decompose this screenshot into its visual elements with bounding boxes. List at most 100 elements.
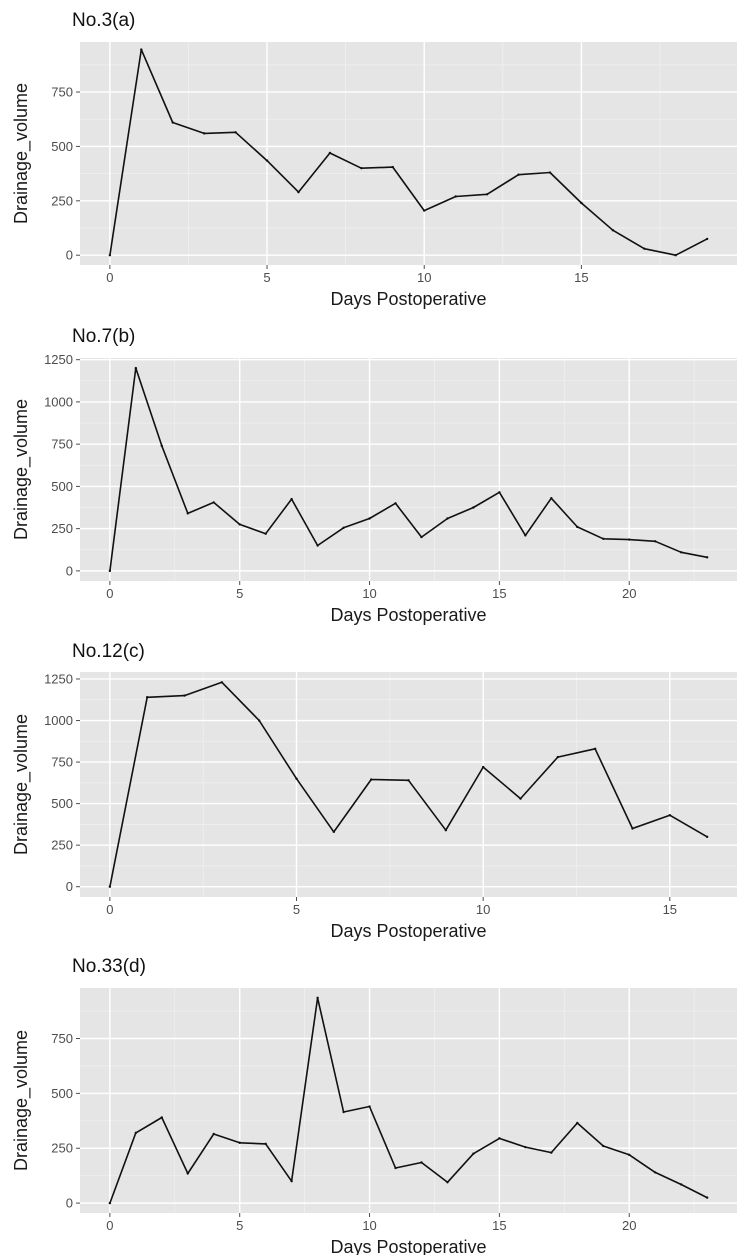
y-tick-label: 0 xyxy=(66,563,73,578)
data-point xyxy=(220,681,224,684)
data-point xyxy=(290,1179,293,1183)
data-point xyxy=(472,1152,475,1155)
data-point xyxy=(108,569,112,573)
x-axis-title: Days Postoperative xyxy=(330,605,486,625)
data-point xyxy=(602,1144,605,1148)
y-tick-label: 0 xyxy=(66,1196,73,1211)
data-point xyxy=(171,121,174,124)
y-tick-label: 500 xyxy=(51,1086,73,1101)
data-point xyxy=(556,755,560,759)
x-tick-label: 10 xyxy=(476,902,490,917)
data-point xyxy=(550,497,553,500)
y-tick-label: 500 xyxy=(51,479,73,494)
data-point xyxy=(705,1196,709,1199)
data-point xyxy=(423,209,426,212)
x-tick-label: 5 xyxy=(236,586,243,601)
x-axis-title: Days Postoperative xyxy=(330,289,486,309)
x-tick-label: 5 xyxy=(293,902,300,917)
data-point xyxy=(550,1151,553,1154)
data-point xyxy=(145,696,149,699)
data-point xyxy=(446,1181,449,1184)
data-point xyxy=(186,512,189,515)
data-point xyxy=(705,835,709,839)
chart-title: No.7(b) xyxy=(72,326,135,347)
x-axis-title: Days Postoperative xyxy=(330,1237,486,1255)
data-point xyxy=(485,193,489,196)
data-point xyxy=(360,166,363,170)
data-point xyxy=(186,1172,189,1175)
data-point xyxy=(576,525,579,529)
data-point xyxy=(328,151,332,155)
data-point xyxy=(212,1132,215,1136)
data-point xyxy=(653,540,657,543)
data-point xyxy=(264,1142,267,1146)
data-point xyxy=(498,1137,501,1140)
data-point xyxy=(444,828,448,832)
data-point xyxy=(576,1121,579,1125)
data-point xyxy=(160,444,164,448)
x-tick-label: 20 xyxy=(622,586,636,601)
data-point xyxy=(202,132,206,135)
data-point xyxy=(183,694,186,697)
x-tick-label: 0 xyxy=(106,586,113,601)
data-point xyxy=(420,535,423,539)
data-point xyxy=(407,779,410,782)
data-point xyxy=(257,719,261,722)
data-point xyxy=(631,827,634,830)
x-tick-label: 15 xyxy=(574,270,588,285)
x-tick-label: 0 xyxy=(106,902,113,917)
data-point xyxy=(524,534,527,537)
y-tick-label: 750 xyxy=(51,437,73,452)
data-point xyxy=(524,1145,527,1149)
data-point xyxy=(212,501,215,504)
y-tick-label: 750 xyxy=(51,1031,73,1046)
y-tick-label: 250 xyxy=(51,838,73,853)
drainage-volume-line xyxy=(109,367,708,572)
y-axis-title: Drainage_volume xyxy=(11,714,32,855)
plot-background xyxy=(80,672,737,897)
x-axis-title: Days Postoperative xyxy=(330,921,486,941)
data-point xyxy=(674,254,677,257)
x-tick-label: 10 xyxy=(362,1218,376,1233)
y-tick-label: 0 xyxy=(66,248,73,263)
x-tick-label: 15 xyxy=(492,1218,506,1233)
x-tick-label: 5 xyxy=(263,270,270,285)
y-axis-title: Drainage_volume xyxy=(11,83,32,224)
data-point xyxy=(668,814,672,817)
y-tick-label: 0 xyxy=(66,879,73,894)
plot-background xyxy=(80,988,737,1213)
data-point xyxy=(602,537,605,540)
data-point xyxy=(705,237,709,241)
data-point xyxy=(264,532,267,535)
y-tick-label: 250 xyxy=(51,521,73,536)
data-point xyxy=(628,538,631,541)
data-point xyxy=(394,1166,397,1170)
chart-title: No.3(a) xyxy=(72,10,135,31)
data-point xyxy=(548,171,552,174)
data-point xyxy=(342,1110,345,1114)
x-tick-label: 15 xyxy=(663,902,677,917)
data-point xyxy=(140,48,143,51)
data-point xyxy=(238,523,241,526)
data-point xyxy=(611,228,615,232)
y-tick-label: 750 xyxy=(51,755,73,770)
data-point xyxy=(391,165,394,169)
data-point xyxy=(368,517,371,520)
x-tick-label: 0 xyxy=(106,1218,113,1233)
y-tick-label: 1250 xyxy=(44,352,73,367)
chart-panel-no-12-c: 0 5 10 15 0 250 500 750 1000 1250 Days Postoperati… xyxy=(11,641,737,941)
y-tick-label: 250 xyxy=(51,1141,73,1156)
data-point xyxy=(108,1201,112,1205)
data-point xyxy=(316,544,319,547)
chart-panel-no-7-b: 0 5 10 15 20 0 250 500 750 1000 1250 Days Postopera… xyxy=(11,326,737,625)
data-point xyxy=(134,366,138,370)
data-point xyxy=(332,830,336,834)
data-point xyxy=(368,1105,371,1108)
data-point xyxy=(679,551,683,554)
y-tick-label: 250 xyxy=(51,193,73,208)
data-point xyxy=(454,195,457,198)
plot-background xyxy=(80,42,737,265)
data-point xyxy=(653,1171,657,1174)
x-tick-label: 15 xyxy=(492,586,506,601)
